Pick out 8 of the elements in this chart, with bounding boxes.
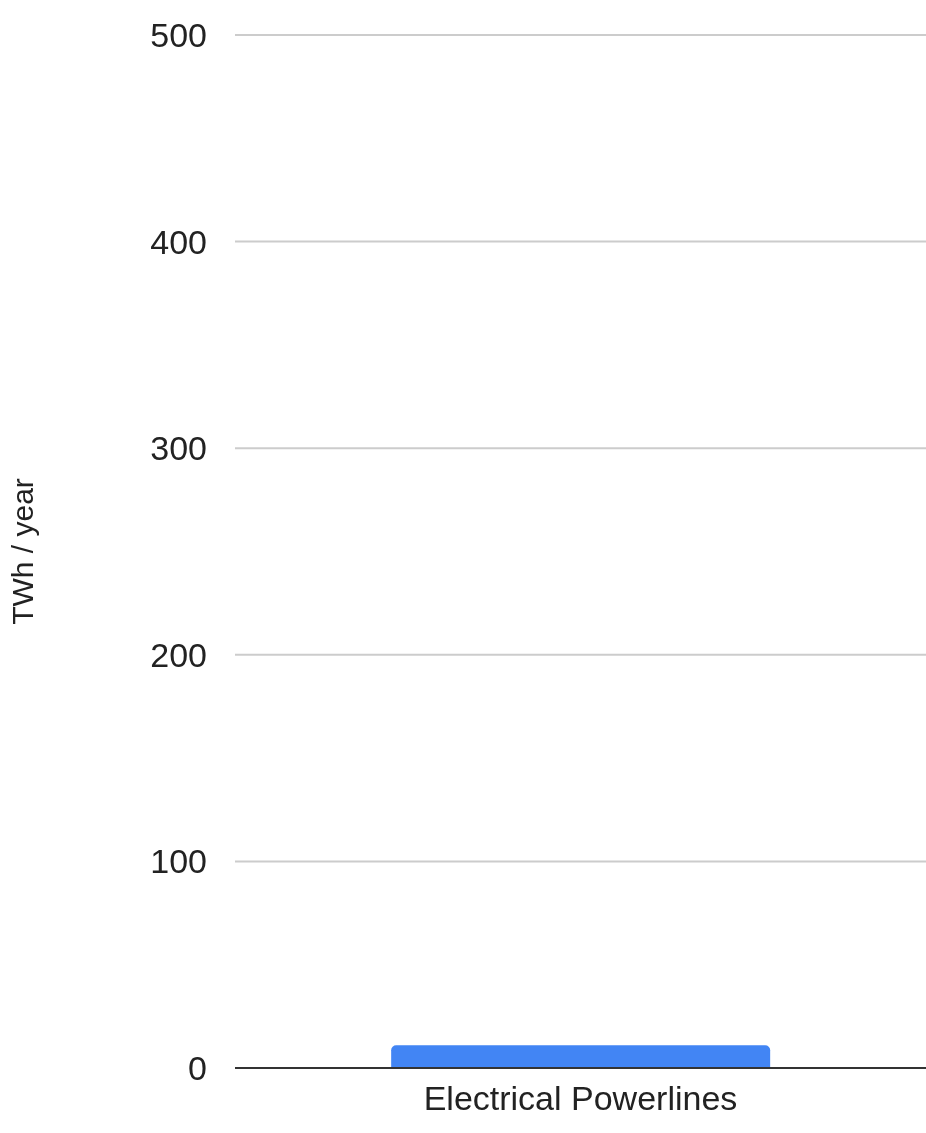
y-tick-label: 100 — [150, 842, 207, 881]
y-axis-title: TWh / year — [5, 478, 39, 625]
y-tick-label: 0 — [188, 1049, 207, 1088]
x-tick-label: Electrical Powerlines — [423, 1079, 738, 1118]
y-tick-label: 300 — [150, 429, 207, 468]
y-tick-label: 400 — [150, 222, 207, 261]
y-tick-label: 200 — [150, 635, 207, 674]
y-tick-label: 500 — [150, 16, 207, 55]
